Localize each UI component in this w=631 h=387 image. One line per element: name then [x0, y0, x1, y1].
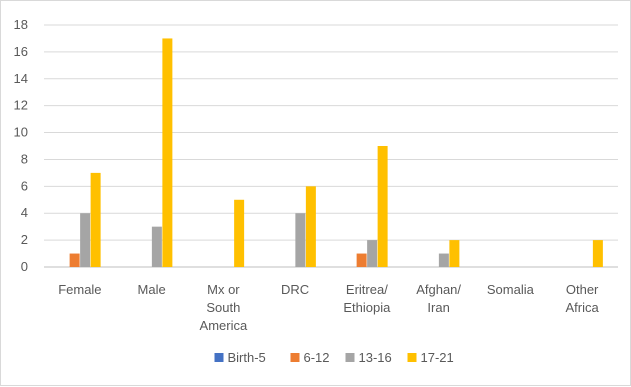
y-tick-label: 14: [14, 71, 28, 86]
bar-13-16: [80, 213, 91, 267]
legend-swatch: [290, 353, 300, 362]
bar-13-16: [295, 213, 306, 267]
legend-label: 13-16: [359, 350, 392, 365]
bar-13-16: [438, 253, 449, 267]
legend-label: 6-12: [304, 350, 330, 365]
legend-swatch: [407, 353, 417, 362]
legend-label: Birth-5: [228, 350, 266, 365]
bar-17-21: [234, 199, 245, 267]
y-tick-label: 16: [14, 44, 28, 59]
y-tick-label: 12: [14, 98, 28, 113]
bar-17-21: [592, 240, 603, 267]
y-tick-label: 4: [21, 205, 28, 220]
x-tick-label: Male: [138, 282, 166, 297]
y-tick-label: 8: [21, 151, 28, 166]
bar-6-12: [356, 253, 367, 267]
x-tick-label: Other: [566, 282, 599, 297]
bar-17-21: [90, 172, 101, 267]
x-tick-label: Eritrea/: [346, 282, 388, 297]
x-tick-label: Female: [58, 282, 101, 297]
x-tick-label: Ethiopia: [343, 300, 391, 315]
x-tick-label: South: [206, 300, 240, 315]
y-tick-label: 10: [14, 125, 28, 140]
x-tick-label: America: [200, 318, 248, 333]
bar-17-21: [449, 240, 460, 267]
bar-17-21: [377, 146, 388, 267]
y-tick-label: 0: [21, 259, 28, 274]
legend-swatch: [214, 353, 224, 362]
x-tick-label: Africa: [566, 300, 600, 315]
bar-13-16: [151, 226, 162, 267]
y-tick-label: 6: [21, 178, 28, 193]
legend-label: 17-21: [421, 350, 454, 365]
bar-13-16: [367, 240, 378, 267]
bar-17-21: [162, 38, 173, 267]
x-tick-label: Somalia: [487, 282, 535, 297]
x-tick-label: DRC: [281, 282, 309, 297]
x-tick-label: Mx or: [207, 282, 240, 297]
x-tick-label: Iran: [427, 300, 449, 315]
bar-17-21: [305, 186, 316, 267]
x-tick-label: Afghan/: [416, 282, 461, 297]
y-tick-label: 18: [14, 17, 28, 32]
y-tick-label: 2: [21, 232, 28, 247]
legend-swatch: [345, 353, 355, 362]
bar-6-12: [69, 253, 80, 267]
